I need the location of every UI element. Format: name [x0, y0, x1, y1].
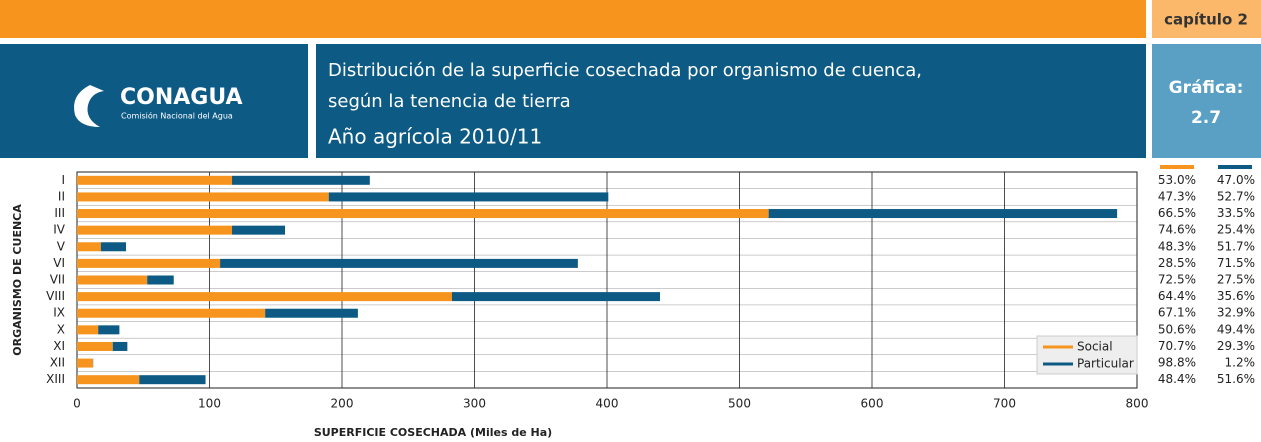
- bar-segment: [112, 341, 128, 351]
- chart-number-box: [1152, 44, 1261, 158]
- bar-segment: [451, 292, 660, 302]
- chart-subtitle: según la tenencia de tierra: [328, 91, 571, 112]
- share-label: 49.4%: [1217, 322, 1255, 336]
- x-tick-label: 500: [728, 397, 751, 411]
- share-label: 47.3%: [1158, 189, 1196, 203]
- bar-segment: [77, 341, 113, 351]
- share-header: [1160, 165, 1194, 169]
- bar-segment: [77, 292, 452, 302]
- y-tick-label: XIII: [46, 372, 65, 386]
- y-tick-label: VIII: [46, 289, 65, 303]
- chart-number: 2.7: [1191, 108, 1221, 128]
- share-label: 33.5%: [1217, 206, 1255, 220]
- x-axis-label: SUPERFICIE COSECHADA (Miles de Ha): [314, 426, 552, 439]
- legend-label: Social: [1077, 340, 1113, 354]
- bar-segment: [98, 325, 120, 335]
- bar-segment: [768, 209, 1118, 219]
- share-label: 27.5%: [1217, 273, 1255, 287]
- share-header: [1218, 165, 1252, 169]
- bar-segment: [77, 325, 99, 335]
- share-label: 48.4%: [1158, 372, 1196, 386]
- y-tick-label: IV: [53, 223, 66, 237]
- x-tick-label: 700: [993, 397, 1016, 411]
- y-tick-label: I: [61, 173, 65, 187]
- logo-icon: [74, 85, 104, 127]
- chapter-box: [1152, 0, 1261, 38]
- share-label: 28.5%: [1158, 256, 1196, 270]
- share-label: 74.6%: [1158, 223, 1196, 237]
- x-tick-label: 100: [198, 397, 221, 411]
- title-box: [316, 44, 1146, 158]
- x-tick-label: 400: [596, 397, 619, 411]
- chart-label: Gráfica:: [1169, 78, 1244, 98]
- share-label: 35.6%: [1217, 289, 1255, 303]
- bar-segment: [265, 308, 358, 318]
- x-tick-label: 600: [861, 397, 884, 411]
- share-label: 47.0%: [1217, 173, 1255, 187]
- share-label: 51.7%: [1217, 239, 1255, 253]
- bar-segment: [77, 242, 101, 252]
- share-label: 71.5%: [1217, 256, 1255, 270]
- x-tick-label: 0: [73, 397, 81, 411]
- x-tick-label: 800: [1126, 397, 1149, 411]
- y-tick-label: XII: [50, 356, 65, 370]
- share-label: 64.4%: [1158, 289, 1196, 303]
- y-tick-label: II: [58, 189, 65, 203]
- bar-segment: [77, 192, 329, 202]
- bar-segment: [77, 209, 769, 219]
- bar-segment: [220, 258, 578, 268]
- logo-subtitle: Comisión Nacional del Agua: [121, 111, 233, 121]
- bar-segment: [100, 242, 127, 252]
- share-label: 51.6%: [1217, 372, 1255, 386]
- share-label: 29.3%: [1217, 339, 1255, 353]
- share-label: 70.7%: [1158, 339, 1196, 353]
- share-label: 32.9%: [1217, 306, 1255, 320]
- bar-segment: [77, 358, 93, 368]
- legend-box: [1036, 335, 1138, 375]
- bar-segment: [77, 275, 148, 285]
- share-label: 48.3%: [1158, 239, 1196, 253]
- share-label: 25.4%: [1217, 223, 1255, 237]
- bar-segment: [139, 375, 206, 385]
- share-label: 52.7%: [1217, 189, 1255, 203]
- y-tick-label: IX: [53, 306, 65, 320]
- logo-name: CONAGUA: [120, 85, 243, 110]
- bar-segment: [77, 375, 140, 385]
- share-label: 53.0%: [1158, 173, 1196, 187]
- bar-segment: [77, 225, 233, 235]
- bar-segment: [77, 308, 266, 318]
- y-tick-label: VI: [53, 256, 65, 270]
- bar-segment: [232, 175, 370, 185]
- y-tick-label: X: [57, 322, 65, 336]
- y-tick-label: XI: [53, 339, 65, 353]
- share-label: 1.2%: [1225, 356, 1256, 370]
- y-axis-label: ORGANISMO DE CUENCA: [11, 204, 24, 356]
- bar-segment: [147, 275, 174, 285]
- y-tick-label: VII: [50, 273, 65, 287]
- bar-segment: [77, 175, 233, 185]
- share-label: 67.1%: [1158, 306, 1196, 320]
- share-label: 72.5%: [1158, 273, 1196, 287]
- legend-label: Particular: [1077, 357, 1134, 371]
- share-label: 98.8%: [1158, 356, 1196, 370]
- chapter: capítulo 2: [1164, 11, 1248, 29]
- x-tick-label: 200: [331, 397, 354, 411]
- chart-period: Año agrícola 2010/11: [328, 125, 542, 149]
- logo-box: [0, 44, 308, 158]
- chart-title: Distribución de la superficie cosechada …: [328, 60, 922, 81]
- bar-segment: [328, 192, 609, 202]
- y-tick-label: III: [54, 206, 65, 220]
- y-tick-label: V: [57, 239, 66, 253]
- share-label: 66.5%: [1158, 206, 1196, 220]
- x-tick-label: 300: [463, 397, 486, 411]
- bar-segment: [77, 258, 221, 268]
- bar-segment: [232, 225, 286, 235]
- share-label: 50.6%: [1158, 322, 1196, 336]
- top-band: [0, 0, 1146, 38]
